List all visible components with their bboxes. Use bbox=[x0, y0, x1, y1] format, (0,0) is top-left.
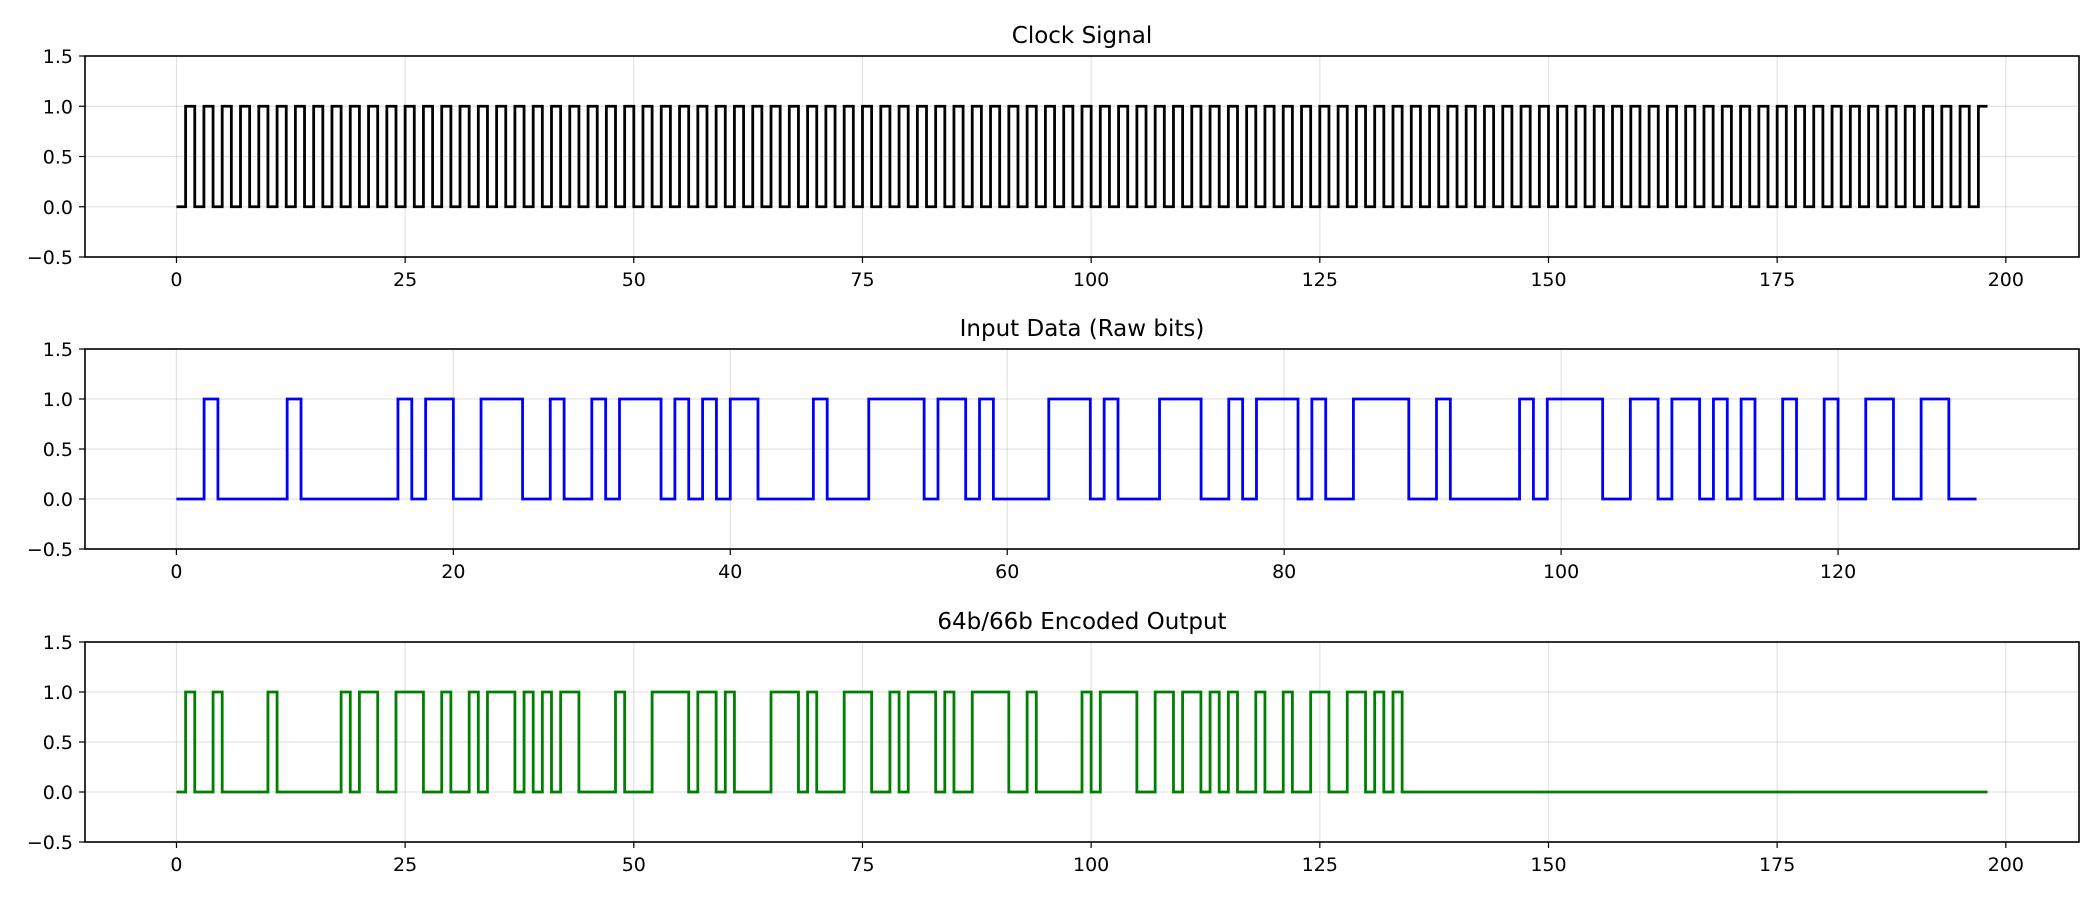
x-tick-label: 150 bbox=[1530, 854, 1566, 876]
y-tick-label: −0.5 bbox=[27, 539, 73, 561]
x-tick-label: 60 bbox=[995, 561, 1019, 583]
x-tick-label: 0 bbox=[170, 854, 182, 876]
x-tick-label: 50 bbox=[622, 269, 646, 291]
x-tick-label: 200 bbox=[1988, 854, 2024, 876]
y-tick-label: 1.0 bbox=[43, 682, 73, 704]
y-tick-label: 0.0 bbox=[43, 782, 73, 804]
y-tick-label: 1.5 bbox=[43, 339, 73, 361]
x-tick-label: 150 bbox=[1530, 269, 1566, 291]
chart-title: 64b/66b Encoded Output bbox=[937, 609, 1226, 635]
y-tick-label: 1.5 bbox=[43, 632, 73, 654]
x-tick-label: 175 bbox=[1759, 269, 1795, 291]
y-tick-label: −0.5 bbox=[27, 832, 73, 854]
y-tick-label: 1.5 bbox=[43, 46, 73, 68]
x-tick-label: 20 bbox=[441, 561, 465, 583]
chart-panel-2: 0 20 40 60 80 100 120 −0.5 0.0 0.5 1.0 1.5 Input Dat… bbox=[27, 316, 2080, 583]
y-tick-label: 0.5 bbox=[43, 439, 73, 461]
x-tick-label: 75 bbox=[850, 269, 874, 291]
x-tick-label: 50 bbox=[622, 854, 646, 876]
y-tick-label: −0.5 bbox=[27, 247, 73, 269]
chart-panel-1: 0 25 50 75 100 125 150 175 200 −0.5 0.0 0.5 1.0 1.5 Cl… bbox=[27, 23, 2080, 291]
y-tick-label: 0.5 bbox=[43, 147, 73, 169]
x-tick-label: 100 bbox=[1073, 854, 1109, 876]
x-tick-label: 25 bbox=[393, 269, 417, 291]
x-tick-label: 125 bbox=[1302, 269, 1338, 291]
y-tick-label: 0.0 bbox=[43, 197, 73, 219]
y-tick-label: 1.0 bbox=[43, 389, 73, 411]
y-tick-label: 0.0 bbox=[43, 489, 73, 511]
x-tick-label: 175 bbox=[1759, 854, 1795, 876]
x-tick-label: 80 bbox=[1272, 561, 1296, 583]
y-tick-label: 1.0 bbox=[43, 96, 73, 118]
signal-series-line bbox=[176, 690, 1988, 794]
chart-title: Clock Signal bbox=[1012, 23, 1152, 49]
y-tick-label: 0.5 bbox=[43, 732, 73, 754]
x-tick-label: 200 bbox=[1988, 269, 2024, 291]
x-tick-label: 100 bbox=[1543, 561, 1579, 583]
signal-series-line bbox=[176, 104, 1988, 209]
chart-panel-3: 0 25 50 75 100 125 150 175 200 −0.5 0.0 0.5 1.0 1.5 64… bbox=[27, 609, 2080, 876]
x-tick-label: 0 bbox=[170, 561, 182, 583]
x-tick-label: 75 bbox=[850, 854, 874, 876]
x-tick-label: 25 bbox=[393, 854, 417, 876]
signal-series-line bbox=[176, 397, 1977, 501]
x-tick-label: 40 bbox=[718, 561, 742, 583]
x-tick-label: 120 bbox=[1820, 561, 1856, 583]
chart-title: Input Data (Raw bits) bbox=[960, 316, 1205, 342]
x-tick-label: 0 bbox=[170, 269, 182, 291]
x-tick-label: 100 bbox=[1073, 269, 1109, 291]
x-tick-label: 125 bbox=[1302, 854, 1338, 876]
